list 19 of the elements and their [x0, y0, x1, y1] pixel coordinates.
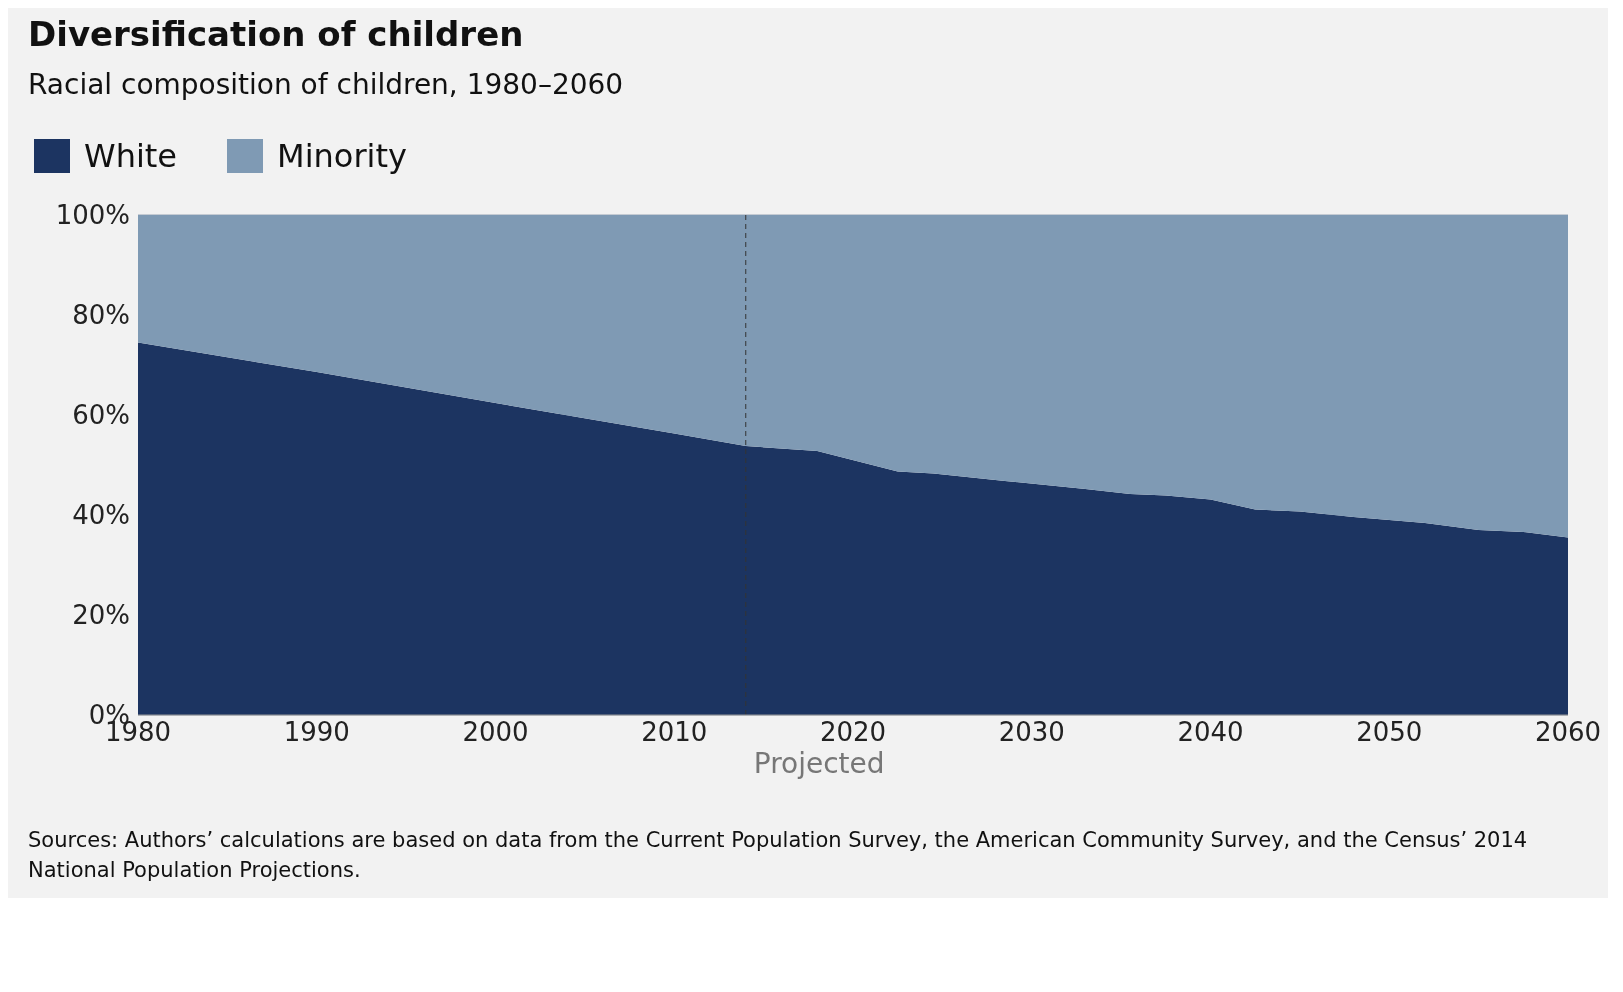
x-tick-label: 2000 — [462, 717, 529, 748]
x-tick-label: 2040 — [1177, 717, 1244, 748]
y-tick-label: 60% — [72, 400, 130, 431]
legend-label: White — [84, 137, 178, 175]
x-tick-label: 1990 — [283, 717, 350, 748]
y-tick-label: 100% — [55, 200, 130, 231]
y-tick-label: 20% — [72, 600, 130, 631]
x-tick-label: 2060 — [1534, 717, 1602, 748]
chart-subtitle: Racial composition of children, 1980–2060 — [28, 68, 625, 101]
legend-label: Minority — [277, 137, 407, 175]
y-tick-label: 40% — [72, 500, 130, 531]
x-tick-label: 2030 — [998, 717, 1065, 748]
x-tick-label: 2020 — [819, 717, 887, 748]
source-note: Sources: Authors’ calculations are based on data from the Current Population Survey, the American Community Survey, and the Census’ 2014 National Population Projections. — [28, 827, 1529, 885]
x-tick-label: 2050 — [1356, 717, 1423, 748]
ref-line-label: Projected — [753, 747, 885, 780]
chart-title: Diversification of children — [28, 14, 525, 54]
y-tick-label: 80% — [72, 300, 130, 331]
x-tick-label: 2010 — [641, 717, 708, 748]
